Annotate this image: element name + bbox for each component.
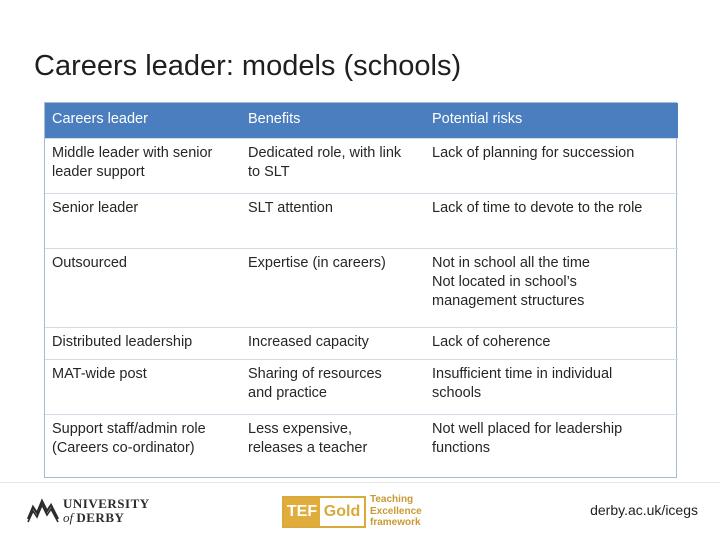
cell-text: and practice <box>248 384 327 401</box>
tef-badge: TEF Gold <box>282 496 366 528</box>
tef-gold-logo: TEF Gold Teaching Excellence framework <box>282 494 427 530</box>
site-url: derby.ac.uk/icegs <box>590 502 698 518</box>
cell-text: releases a teacher <box>248 439 368 456</box>
cell-text: Middle leader with senior <box>52 144 213 161</box>
university-of-derby-logo: UNIVERSITY of DERBY <box>27 494 152 528</box>
benefits-cell: SLT attention <box>241 192 425 248</box>
cell-text: Senior leader <box>52 199 139 216</box>
cell-text: Expertise (in careers) <box>248 254 386 271</box>
cell-text: Dedicated role, with link <box>248 144 402 161</box>
logo-text-university: UNIVERSITY <box>63 496 150 511</box>
logo-text-of-derby: of DERBY <box>63 510 124 526</box>
model-cell: Middle leader with senior leader support <box>45 137 241 193</box>
cell-text: functions <box>432 439 491 456</box>
cell-text: schools <box>432 384 482 401</box>
risks-cell: Insufficient time in individual schools <box>425 358 678 414</box>
table-row: Outsourced Expertise (in careers) Not in… <box>45 247 678 327</box>
cell-text: MAT-wide post <box>52 365 147 382</box>
benefits-cell: Sharing of resources and practice <box>241 358 425 414</box>
logo-text-of: of <box>63 510 74 525</box>
cell-text: Lack of planning for succession <box>432 144 635 161</box>
cell-text: Insufficient time in individual <box>432 365 613 382</box>
tef-word-framework: framework <box>370 517 421 528</box>
tef-word-teaching: Teaching <box>370 494 414 505</box>
cell-text: SLT attention <box>248 199 333 216</box>
model-cell: Senior leader <box>45 192 241 248</box>
table-header-row: Careers leader Benefits Potential risks <box>45 103 678 138</box>
cell-text: Sharing of resources <box>248 365 382 382</box>
cell-text: Increased capacity <box>248 333 369 350</box>
model-cell: MAT-wide post <box>45 358 241 414</box>
tef-badge-label: TEF <box>284 498 320 526</box>
table-row: Distributed leadership Increased capacit… <box>45 326 678 359</box>
cell-text: Lack of coherence <box>432 333 551 350</box>
table-row: Senior leader SLT attention Lack of time… <box>45 192 678 248</box>
table-row: Middle leader with senior leader support… <box>45 137 678 193</box>
cell-text: to SLT <box>248 163 290 180</box>
header-potential-risks: Potential risks <box>425 103 678 138</box>
risks-cell: Not in school all the time Not located i… <box>425 247 678 327</box>
table-row: MAT-wide post Sharing of resources and p… <box>45 358 678 414</box>
cell-text: Outsourced <box>52 254 127 271</box>
tef-words: Teaching Excellence framework <box>370 494 422 529</box>
risks-cell: Lack of time to devote to the role <box>425 192 678 248</box>
cell-text: Less expensive, <box>248 420 352 437</box>
benefits-cell: Expertise (in careers) <box>241 247 425 327</box>
table-row: Support staff/admin role (Careers co-ord… <box>45 413 678 477</box>
cell-text: Lack of time to devote to the role <box>432 199 643 216</box>
benefits-cell: Less expensive, releases a teacher <box>241 413 425 477</box>
cell-text: Not in school all the time <box>432 254 590 271</box>
cell-text: Not well placed for leadership <box>432 420 623 437</box>
models-table: Careers leader Benefits Potential risks … <box>45 103 678 477</box>
model-cell: Outsourced <box>45 247 241 327</box>
benefits-cell: Increased capacity <box>241 326 425 359</box>
cell-text: Not located in school’s <box>432 273 577 290</box>
benefits-cell: Dedicated role, with link to SLT <box>241 137 425 193</box>
careers-models-table: Careers leader Benefits Potential risks … <box>44 102 678 478</box>
model-cell: Support staff/admin role (Careers co-ord… <box>45 413 241 477</box>
cell-text: management structures <box>432 292 585 309</box>
header-careers-leader: Careers leader <box>45 103 241 138</box>
risks-cell: Lack of coherence <box>425 326 678 359</box>
derby-skyline-logo-icon <box>27 498 59 523</box>
slide-title: Careers leader: models (schools) <box>34 50 462 82</box>
model-cell: Distributed leadership <box>45 326 241 359</box>
cell-text: Distributed leadership <box>52 333 193 350</box>
footer-divider <box>0 482 720 483</box>
risks-cell: Not well placed for leadership functions <box>425 413 678 477</box>
tef-word-excellence: Excellence <box>370 505 422 517</box>
cell-text: (Careers co-ordinator) <box>52 439 195 456</box>
header-benefits: Benefits <box>241 103 425 138</box>
cell-text: leader support <box>52 163 145 180</box>
risks-cell: Lack of planning for succession <box>425 137 678 193</box>
tef-badge-gold: Gold <box>323 503 361 520</box>
cell-text: Support staff/admin role <box>52 420 206 437</box>
logo-text-derby: DERBY <box>76 510 125 525</box>
